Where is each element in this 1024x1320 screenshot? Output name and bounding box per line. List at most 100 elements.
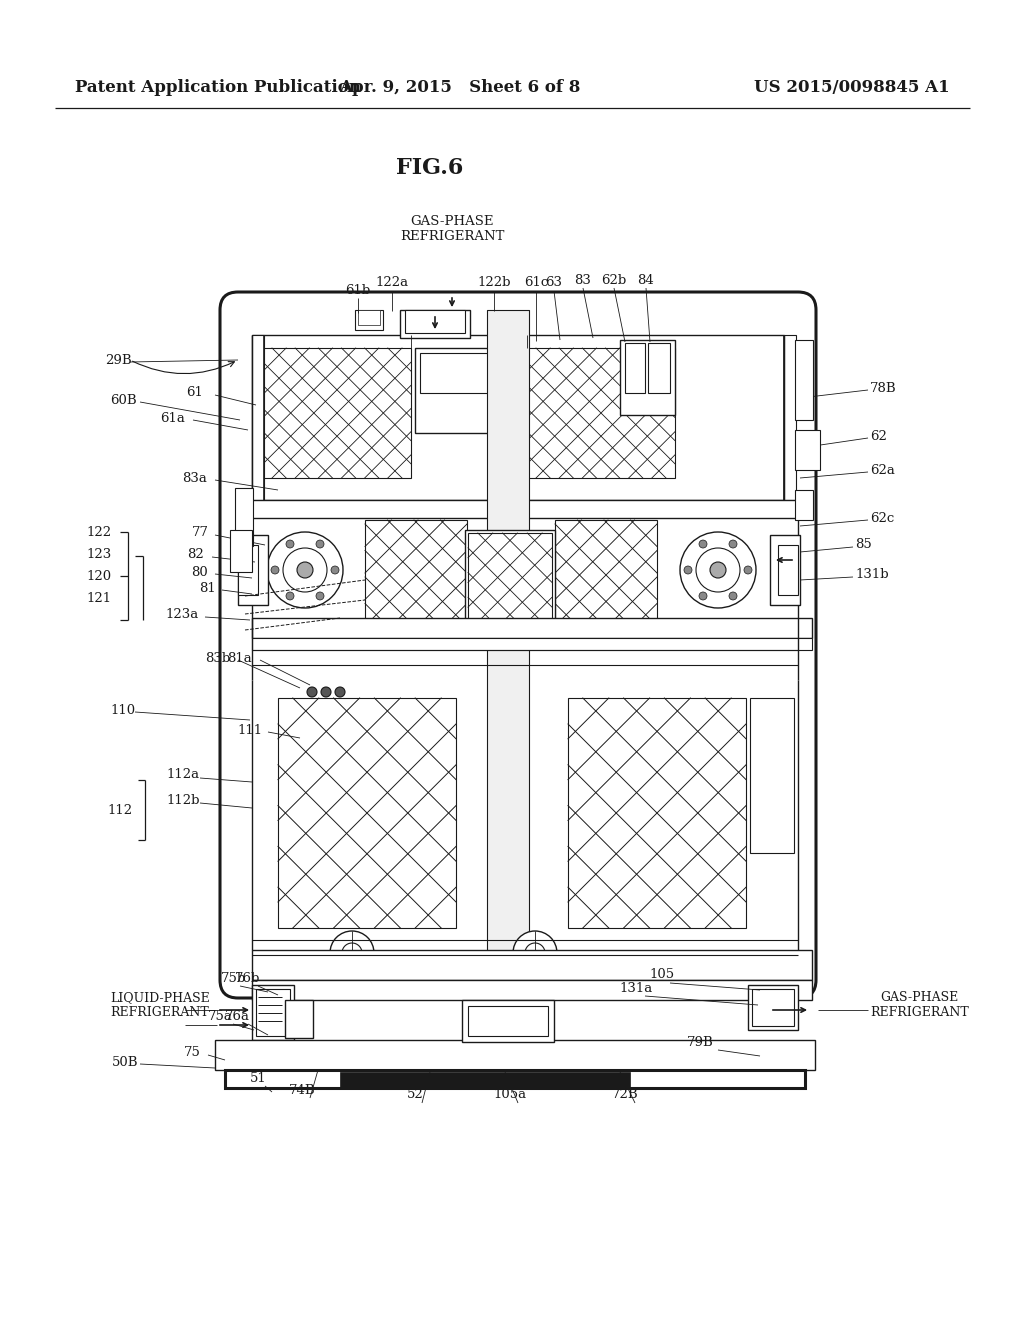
Text: 83: 83 xyxy=(574,273,592,286)
Text: 61c: 61c xyxy=(524,276,548,289)
Bar xyxy=(468,1006,548,1036)
Circle shape xyxy=(729,540,737,548)
Bar xyxy=(468,533,552,622)
Circle shape xyxy=(744,566,752,574)
Circle shape xyxy=(699,591,707,601)
Text: Patent Application Publication: Patent Application Publication xyxy=(75,79,360,96)
Bar xyxy=(778,545,798,595)
Circle shape xyxy=(316,591,324,601)
Text: 61: 61 xyxy=(186,385,204,399)
Bar xyxy=(340,1072,630,1088)
Text: 79B: 79B xyxy=(687,1035,714,1048)
Text: 76a: 76a xyxy=(224,1010,250,1023)
Text: 29B: 29B xyxy=(105,354,132,367)
Circle shape xyxy=(696,548,740,591)
Text: 110: 110 xyxy=(110,704,135,717)
Text: 83a: 83a xyxy=(182,471,208,484)
Text: 62b: 62b xyxy=(601,273,627,286)
Bar xyxy=(795,430,820,470)
Circle shape xyxy=(271,566,279,574)
Text: 81a: 81a xyxy=(227,652,252,664)
Bar xyxy=(278,698,456,928)
Bar xyxy=(406,310,465,333)
Text: 85: 85 xyxy=(855,539,871,552)
FancyBboxPatch shape xyxy=(220,292,816,998)
Circle shape xyxy=(330,931,374,975)
Bar xyxy=(620,341,675,414)
Bar xyxy=(795,341,813,420)
Bar xyxy=(252,979,812,1001)
Circle shape xyxy=(513,931,557,975)
Bar xyxy=(256,989,290,1036)
Text: 131a: 131a xyxy=(620,982,652,994)
Circle shape xyxy=(307,686,317,697)
Text: 84: 84 xyxy=(638,273,654,286)
Text: 51: 51 xyxy=(250,1072,266,1085)
Bar xyxy=(420,352,510,393)
Bar xyxy=(555,520,657,630)
Text: 111: 111 xyxy=(238,723,262,737)
Bar xyxy=(568,698,746,928)
Text: 82: 82 xyxy=(186,549,204,561)
Text: 75a: 75a xyxy=(208,1010,232,1023)
Bar xyxy=(770,535,800,605)
Bar xyxy=(750,698,794,853)
Text: 80: 80 xyxy=(191,565,208,578)
Text: 62a: 62a xyxy=(870,463,895,477)
Circle shape xyxy=(286,591,294,601)
Bar xyxy=(465,531,555,624)
Bar xyxy=(784,335,796,500)
Circle shape xyxy=(297,562,313,578)
Bar xyxy=(234,488,253,546)
Bar xyxy=(263,348,411,478)
Text: 76b: 76b xyxy=(236,972,261,985)
Text: 75: 75 xyxy=(183,1045,201,1059)
Text: 121: 121 xyxy=(87,591,112,605)
Text: 50B: 50B xyxy=(112,1056,138,1068)
Text: 81: 81 xyxy=(199,582,215,594)
Bar xyxy=(252,638,812,649)
Text: 52: 52 xyxy=(407,1089,423,1101)
Text: 62c: 62c xyxy=(870,511,894,524)
Circle shape xyxy=(525,942,545,964)
Circle shape xyxy=(335,686,345,697)
Bar xyxy=(238,535,268,605)
Bar xyxy=(230,531,252,572)
Bar xyxy=(238,545,258,595)
Text: 72B: 72B xyxy=(611,1089,638,1101)
Text: Apr. 9, 2015   Sheet 6 of 8: Apr. 9, 2015 Sheet 6 of 8 xyxy=(339,79,581,96)
Circle shape xyxy=(342,942,362,964)
Text: US 2015/0098845 A1: US 2015/0098845 A1 xyxy=(755,79,950,96)
Circle shape xyxy=(286,540,294,548)
Bar xyxy=(252,335,264,500)
Text: FIG.6: FIG.6 xyxy=(396,157,464,180)
Text: 122a: 122a xyxy=(376,276,409,289)
Text: 123a: 123a xyxy=(165,609,199,622)
Bar xyxy=(795,490,813,520)
Text: 78B: 78B xyxy=(870,381,897,395)
Text: 105a: 105a xyxy=(494,1089,526,1101)
Bar xyxy=(252,335,784,500)
Circle shape xyxy=(321,686,331,697)
Bar xyxy=(358,310,380,325)
Bar xyxy=(355,310,383,330)
Bar xyxy=(252,950,812,979)
Text: 131b: 131b xyxy=(855,569,889,582)
Text: 83b: 83b xyxy=(206,652,230,664)
Bar xyxy=(462,1001,554,1041)
Bar xyxy=(225,1071,805,1088)
Text: 61b: 61b xyxy=(345,284,371,297)
Bar xyxy=(252,985,294,1040)
Bar xyxy=(215,1040,815,1071)
Bar xyxy=(527,348,675,478)
Text: 63: 63 xyxy=(546,276,562,289)
Text: 61a: 61a xyxy=(161,412,185,425)
Circle shape xyxy=(283,548,327,591)
Bar xyxy=(748,985,798,1030)
Text: 60B: 60B xyxy=(110,393,136,407)
Text: 112a: 112a xyxy=(167,768,200,781)
Circle shape xyxy=(316,540,324,548)
Circle shape xyxy=(710,562,726,578)
Text: GAS-PHASE
REFRIGERANT: GAS-PHASE REFRIGERANT xyxy=(870,991,969,1019)
Bar xyxy=(238,500,798,517)
